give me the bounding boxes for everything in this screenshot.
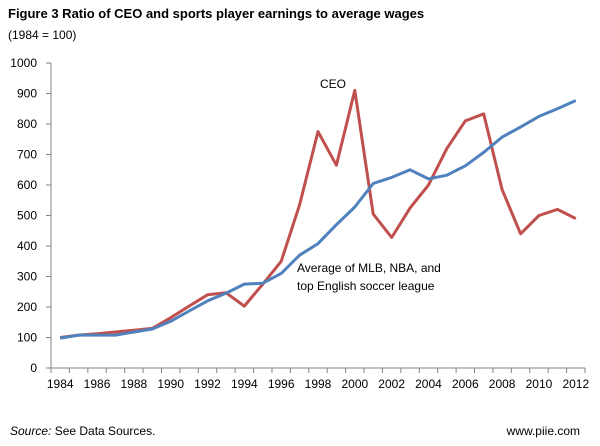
source-label: Source:: [10, 424, 52, 438]
x-tick-label: 1984: [47, 377, 74, 391]
series-line-ceo: [60, 88, 577, 339]
source-text: See Data Sources.: [51, 424, 156, 438]
x-tick-label: 2004: [415, 377, 442, 391]
x-tick-label: 2006: [452, 377, 479, 391]
source-note: Source: See Data Sources.: [10, 424, 155, 438]
y-tick-label: 600: [17, 178, 37, 192]
y-tick-label: 300: [17, 270, 37, 284]
x-tick-label: 1988: [121, 377, 148, 391]
y-tick-label: 400: [17, 239, 37, 253]
x-tick-label: 2002: [378, 377, 405, 391]
y-tick-label: 0: [30, 361, 37, 375]
y-tick-label: 800: [17, 117, 37, 131]
y-tick-label: 700: [17, 148, 37, 162]
y-tick-label: 1000: [10, 56, 37, 70]
x-tick-label: 1994: [231, 377, 258, 391]
x-tick-label: 1992: [194, 377, 221, 391]
y-tick-label: 900: [17, 87, 37, 101]
series-label-sports-line2: top English soccer league: [297, 279, 435, 293]
chart-title: Figure 3 Ratio of CEO and sports player …: [8, 6, 425, 21]
x-tick-label: 2000: [341, 377, 368, 391]
x-tick-label: 1990: [157, 377, 184, 391]
y-tick-label: 500: [17, 209, 37, 223]
x-tick-label: 2012: [562, 377, 589, 391]
x-tick-label: 2008: [489, 377, 516, 391]
x-tick-label: 1998: [305, 377, 332, 391]
chart-subtitle: (1984 = 100): [8, 28, 77, 42]
series-label-ceo: CEO: [320, 77, 346, 91]
x-tick-label: 2010: [526, 377, 553, 391]
x-tick-label: 1996: [268, 377, 295, 391]
y-tick-label: 100: [17, 331, 37, 345]
site-url: www.piie.com: [506, 424, 580, 438]
series-label-sports-line1: Average of MLB, NBA, and: [297, 261, 441, 275]
x-tick-label: 1986: [84, 377, 111, 391]
y-tick-label: 200: [17, 300, 37, 314]
